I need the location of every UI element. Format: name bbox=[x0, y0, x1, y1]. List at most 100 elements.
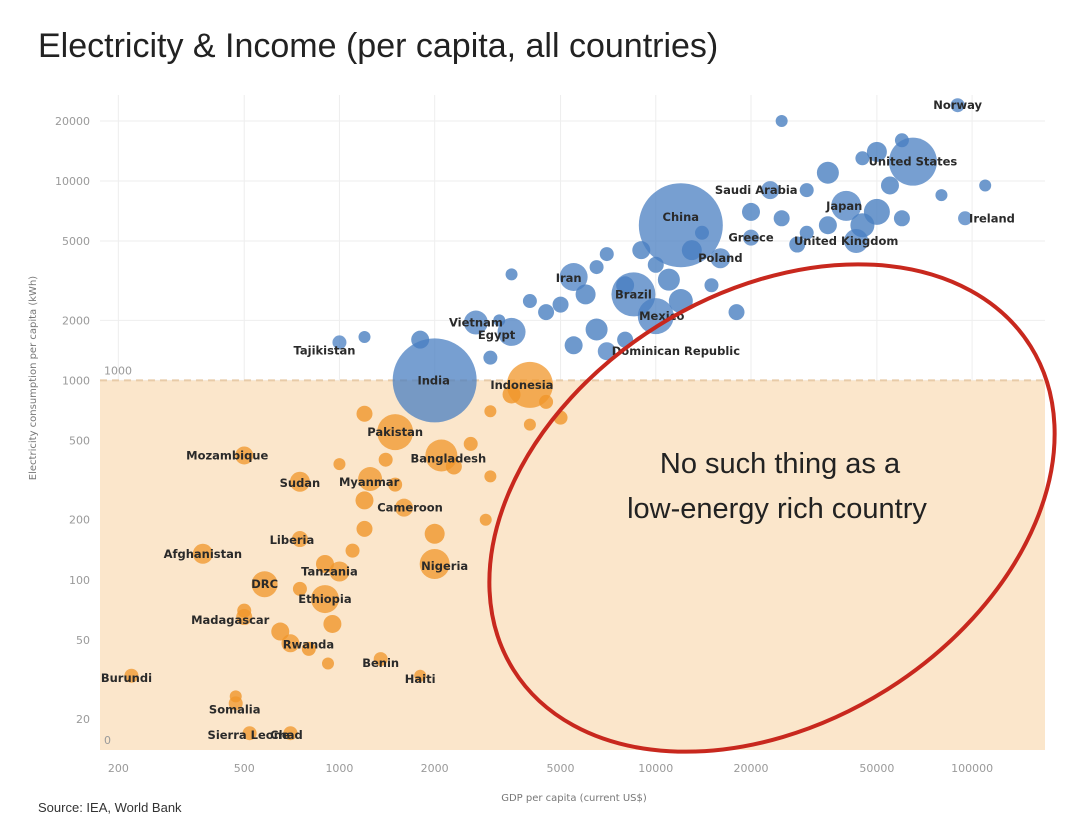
source-note: Source: IEA, World Bank bbox=[38, 800, 182, 815]
country-point bbox=[251, 571, 278, 598]
country-point bbox=[742, 229, 759, 246]
country-label: Pakistan bbox=[367, 425, 423, 439]
y-tick-label: 50 bbox=[76, 634, 90, 647]
country-label: Ethiopia bbox=[298, 592, 351, 606]
country-point bbox=[710, 248, 731, 269]
data-point bbox=[552, 296, 569, 313]
data-point bbox=[505, 268, 518, 281]
data-point bbox=[775, 114, 788, 127]
country-point bbox=[831, 190, 862, 221]
country-label: Norway bbox=[933, 98, 982, 112]
data-point bbox=[522, 294, 537, 309]
data-point bbox=[935, 189, 948, 202]
country-point bbox=[236, 609, 253, 626]
data-point bbox=[378, 452, 393, 467]
data-point bbox=[523, 418, 536, 431]
country-label: Nigeria bbox=[421, 559, 468, 573]
data-point bbox=[741, 202, 760, 221]
country-point bbox=[559, 263, 588, 292]
country-point bbox=[950, 98, 965, 113]
threshold-label: 1000 bbox=[104, 364, 132, 377]
country-label: Madagascar bbox=[191, 613, 270, 627]
country-label: Japan bbox=[825, 199, 862, 213]
chart-title: Electricity & Income (per capita, all co… bbox=[38, 27, 718, 65]
country-label: Bangladesh bbox=[411, 451, 487, 465]
data-point bbox=[484, 470, 497, 483]
country-point bbox=[392, 338, 477, 423]
x-tick-label: 500 bbox=[234, 762, 255, 775]
data-point bbox=[789, 236, 806, 253]
data-point bbox=[855, 151, 870, 166]
data-point bbox=[323, 614, 342, 633]
data-point bbox=[799, 225, 814, 240]
country-label: Ireland bbox=[969, 211, 1015, 225]
y-tick-label: 20 bbox=[76, 713, 90, 726]
data-point bbox=[816, 161, 839, 184]
country-label: Benin bbox=[362, 656, 399, 670]
country-label: Brazil bbox=[615, 287, 652, 301]
data-point bbox=[585, 318, 608, 341]
country-point bbox=[283, 726, 298, 741]
country-label: DRC bbox=[251, 577, 278, 591]
y-tick-label: 200 bbox=[69, 514, 90, 527]
data-point bbox=[484, 405, 497, 418]
data-point bbox=[388, 477, 403, 492]
callout-line-1: No such thing as a bbox=[660, 448, 901, 480]
data-point bbox=[979, 179, 992, 192]
data-point bbox=[271, 622, 290, 641]
x-tick-label: 10000 bbox=[638, 762, 673, 775]
y-tick-label: 10000 bbox=[55, 175, 90, 188]
data-point bbox=[538, 304, 555, 321]
country-point bbox=[235, 446, 254, 465]
data-point bbox=[479, 513, 492, 526]
country-label: Liberia bbox=[270, 533, 315, 547]
country-point bbox=[242, 726, 257, 741]
data-point bbox=[463, 436, 478, 451]
data-point bbox=[893, 210, 910, 227]
country-point bbox=[414, 669, 427, 682]
country-label: Vietnam bbox=[449, 316, 503, 330]
x-tick-label: 50000 bbox=[859, 762, 894, 775]
country-point bbox=[291, 531, 308, 548]
country-point bbox=[373, 652, 388, 667]
country-point bbox=[228, 696, 243, 711]
country-point bbox=[888, 137, 937, 186]
data-point bbox=[866, 141, 887, 162]
data-point bbox=[589, 260, 604, 275]
data-point bbox=[483, 350, 498, 365]
country-point bbox=[637, 298, 674, 335]
labeled-points-layer bbox=[124, 98, 973, 741]
country-point bbox=[844, 229, 869, 254]
y-axis-ticks: 20 50 100 200 500 1000 2000 5000 10000 20000 bbox=[55, 115, 90, 726]
x-tick-label: 5000 bbox=[547, 762, 575, 775]
data-point bbox=[355, 491, 374, 510]
country-point bbox=[124, 668, 139, 683]
country-point bbox=[425, 439, 458, 472]
country-label: Rwanda bbox=[283, 637, 334, 651]
data-point bbox=[657, 268, 680, 291]
country-label: United States bbox=[869, 155, 958, 169]
callout-ellipse bbox=[487, 262, 1057, 754]
country-point bbox=[395, 498, 414, 517]
low-energy-shaded-region bbox=[100, 380, 1045, 750]
country-label: Burundi bbox=[101, 671, 152, 685]
country-label: Sierra Leone bbox=[208, 728, 290, 742]
country-point bbox=[192, 543, 213, 564]
data-point bbox=[818, 216, 837, 235]
y-tick-label: 2000 bbox=[62, 314, 90, 327]
data-point bbox=[333, 458, 346, 471]
y-tick-label: 1000 bbox=[62, 374, 90, 387]
data-point bbox=[880, 176, 899, 195]
country-label: Mexico bbox=[639, 309, 684, 323]
data-point bbox=[321, 657, 334, 670]
country-label: Saudi Arabia bbox=[715, 183, 798, 197]
country-point bbox=[958, 211, 973, 226]
data-point bbox=[301, 641, 316, 656]
x-tick-label: 2000 bbox=[421, 762, 449, 775]
country-label: Indonesia bbox=[490, 378, 553, 392]
x-tick-label: 1000 bbox=[325, 762, 353, 775]
country-label: Poland bbox=[698, 251, 742, 265]
x-tick-label: 20000 bbox=[733, 762, 768, 775]
data-point bbox=[315, 554, 334, 573]
